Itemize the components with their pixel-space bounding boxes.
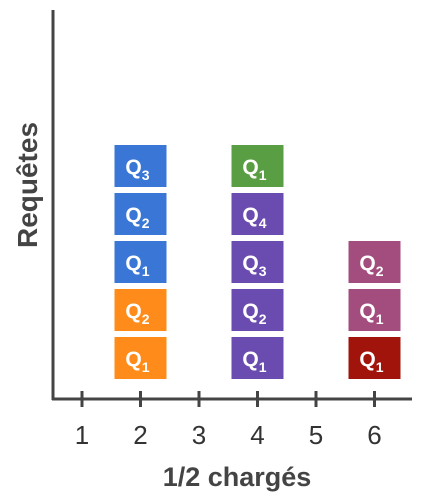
queue-block-label: Q3 <box>125 156 149 183</box>
queue-block-fill <box>348 241 401 283</box>
queue-block-fill <box>348 337 401 379</box>
x-tick-label: 4 <box>250 420 264 450</box>
queue-block-fill <box>114 193 167 235</box>
queue-block-fill <box>114 241 167 283</box>
x-tick-label: 6 <box>367 420 381 450</box>
queue-block: Q3 <box>114 145 167 187</box>
queue-block-label: Q3 <box>242 252 266 279</box>
queue-block-label: Q1 <box>359 300 383 327</box>
queue-block-fill <box>231 337 284 379</box>
queue-block: Q2 <box>114 193 167 235</box>
queue-block: Q2 <box>348 241 401 283</box>
queue-block: Q4 <box>231 193 284 235</box>
queue-block-fill <box>114 145 167 187</box>
queue-block: Q1 <box>231 337 284 379</box>
queue-block-fill <box>231 241 284 283</box>
queue-block-fill <box>231 289 284 331</box>
x-ticks: 1 2 3 4 5 6 <box>75 391 382 450</box>
queue-block-label: Q2 <box>125 300 149 327</box>
queue-block-label: Q2 <box>125 204 149 231</box>
queue-block: Q1 <box>348 289 401 331</box>
queue-block: Q2 <box>231 289 284 331</box>
queue-block-label: Q2 <box>359 252 383 279</box>
queue-block-fill <box>114 337 167 379</box>
queue-block-label: Q1 <box>125 348 149 375</box>
queue-block-fill <box>114 289 167 331</box>
queue-block-fill <box>348 289 401 331</box>
x-tick-label: 5 <box>309 420 323 450</box>
queue-block-label: Q1 <box>242 156 266 183</box>
queue-block-label: Q1 <box>125 252 149 279</box>
queue-block-label: Q4 <box>242 204 266 231</box>
queue-block-label: Q1 <box>242 348 266 375</box>
queue-block: Q1 <box>114 337 167 379</box>
queue-block-label: Q2 <box>242 300 266 327</box>
queue-block: Q1 <box>231 145 284 187</box>
queue-block-fill <box>231 145 284 187</box>
queue-block: Q1 <box>348 337 401 379</box>
queue-block: Q2 <box>114 289 167 331</box>
queue-block-fill <box>231 193 284 235</box>
x-tick-label: 1 <box>75 420 89 450</box>
x-tick-label: 3 <box>192 420 206 450</box>
queue-blocks: Q1 Q2 Q1 Q2 Q3 Q1 Q2 Q3 Q4 Q1 Q1 Q1 Q2 <box>114 145 401 379</box>
y-axis-label: Requêtes <box>12 122 43 248</box>
queue-block: Q3 <box>231 241 284 283</box>
queue-block-label: Q1 <box>359 348 383 375</box>
x-tick-label: 2 <box>133 420 147 450</box>
queue-block: Q1 <box>114 241 167 283</box>
x-axis-label: 1/2 chargés <box>163 462 312 492</box>
